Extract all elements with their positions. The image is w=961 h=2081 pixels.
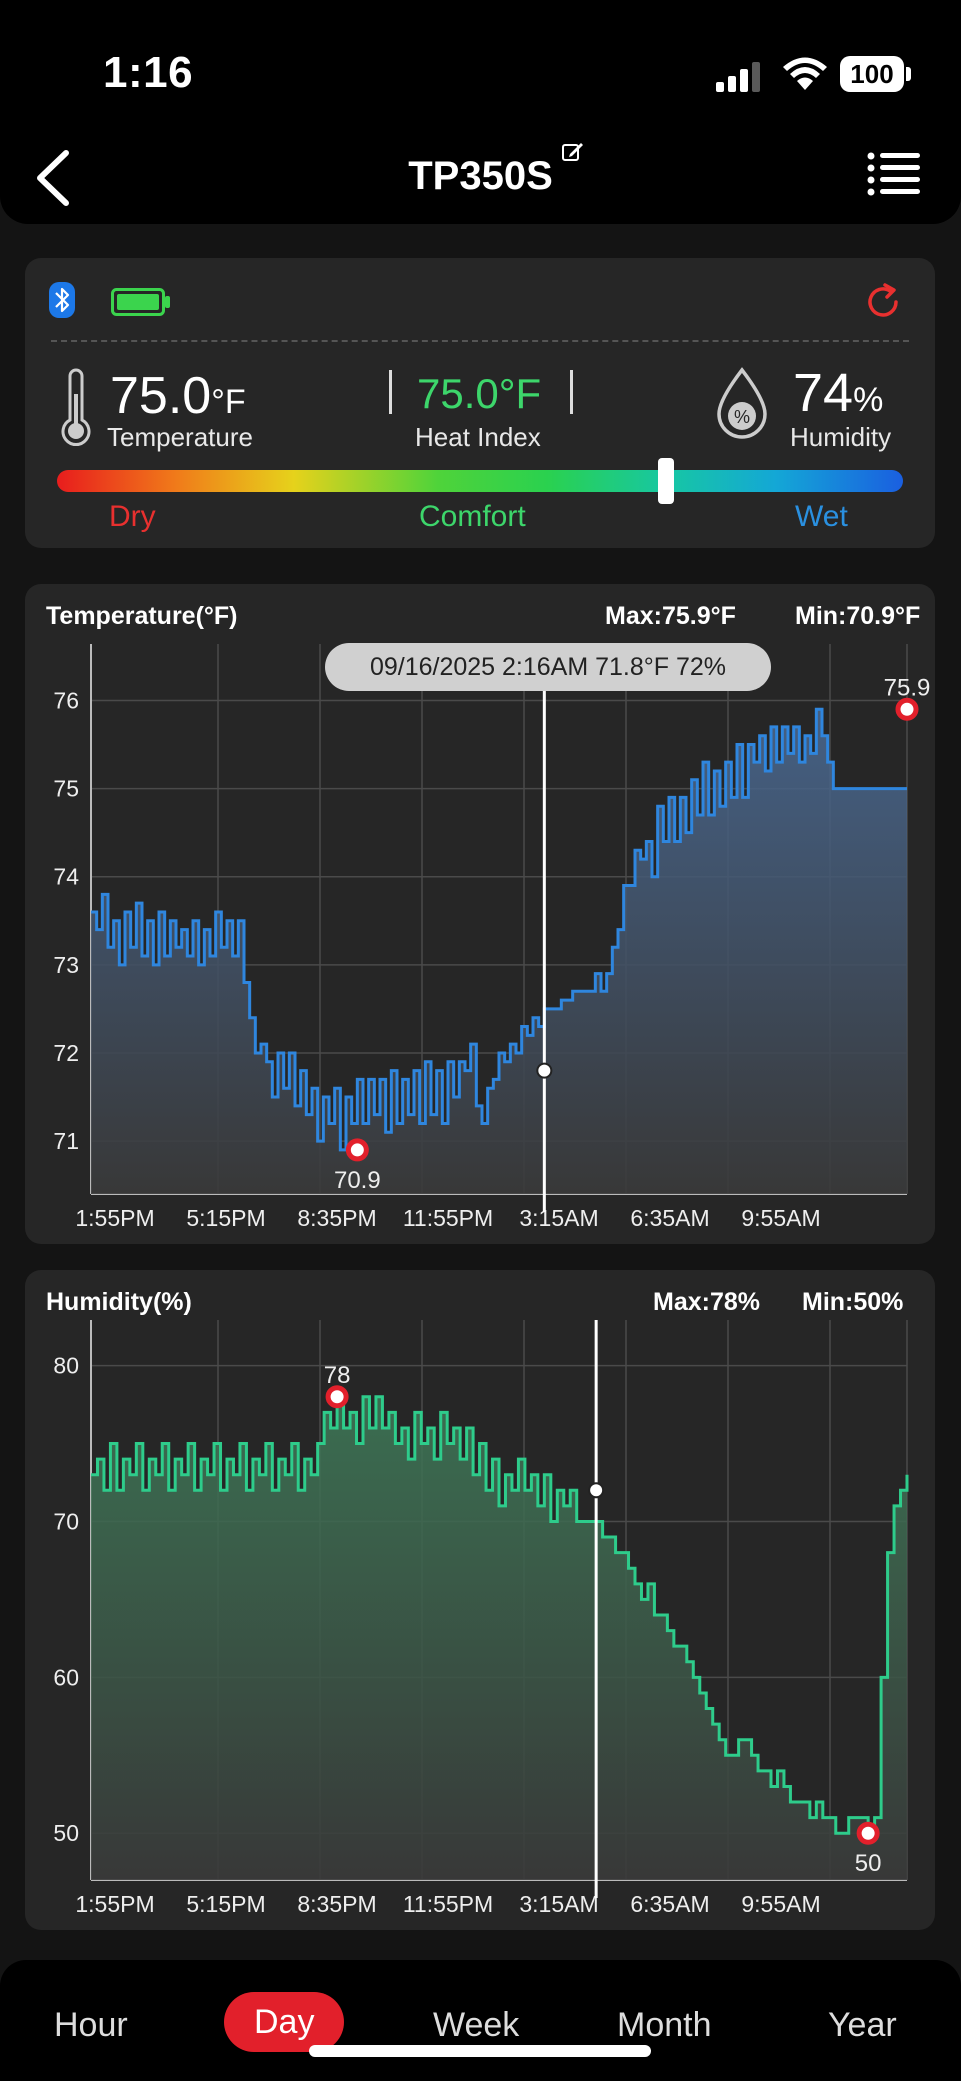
svg-text:%: % [734, 407, 750, 427]
humidity-label: Humidity [790, 422, 892, 452]
chart-tooltip: 09/16/2025 2:16AM 71.8°F 72% [325, 643, 771, 691]
gauge-dry-label: Dry [109, 500, 156, 533]
x-tick-label: 8:35PM [297, 1891, 376, 1917]
cursor-point [536, 1062, 553, 1079]
max-value-label: 78 [324, 1362, 351, 1389]
bottom-tab-bar: Hour Day Week Month Year [0, 1960, 961, 2081]
y-tick-label: 76 [53, 687, 79, 713]
temperature-max: Max:75.9°F [605, 602, 736, 630]
temperature-chart-title: Temperature(°F) [46, 602, 238, 630]
y-tick-label: 75 [53, 776, 79, 802]
x-tick-label: 3:15AM [519, 1891, 598, 1917]
humidity-chart[interactable]: 50 60 70 80 1:55PM 5:15PM 8:35PM 11:55PM 3:15AM 6… [25, 1270, 935, 1930]
bluetooth-icon [49, 282, 75, 318]
min-value-label: 50 [855, 1850, 882, 1877]
humidity-reading: 74% [793, 363, 884, 423]
humidity-chart-card: Humidity(%) Max:78% Min:50% 50 60 70 80 1:55… [25, 1270, 935, 1930]
x-tick-label: 11:55PM [403, 1891, 493, 1917]
comfort-gauge [57, 470, 903, 492]
y-tick-label: 50 [53, 1820, 79, 1846]
x-tick-label: 9:55AM [741, 1205, 820, 1231]
x-tick-label: 1:55PM [75, 1205, 154, 1231]
temperature-chart-card: Temperature(°F) Max:75.9°F Min:70.9°F 71… [25, 584, 935, 1244]
series-line [91, 1395, 909, 1835]
wifi-icon [783, 57, 827, 90]
x-tick-label: 1:55PM [75, 1891, 154, 1917]
min-marker [345, 1138, 369, 1162]
status-time: 1:16 [103, 48, 194, 97]
y-tick-label: 60 [53, 1664, 79, 1690]
status-bar: 1:16 100 [0, 0, 961, 140]
device-title[interactable]: TP350S [408, 154, 553, 198]
humidity-min: Min:50% [802, 1288, 904, 1316]
temperature-reading: 75.0°F [110, 367, 246, 425]
refresh-icon[interactable] [863, 282, 903, 322]
app-header: TP350S [0, 140, 961, 224]
heat-index-label: Heat Index [415, 422, 541, 452]
x-tick-label: 8:35PM [297, 1205, 376, 1231]
current-reading-card: 75.0°F Temperature 75.0°F Heat Index % 7… [25, 258, 935, 548]
x-tick-label: 11:55PM [403, 1205, 493, 1231]
cursor-point [588, 1482, 605, 1499]
menu-list-icon[interactable] [866, 150, 922, 198]
back-chevron-icon[interactable] [30, 145, 74, 211]
gauge-comfort-label: Comfort [419, 500, 526, 533]
y-tick-label: 80 [53, 1353, 79, 1379]
heat-index-reading: 75.0°F [417, 370, 542, 417]
x-tick-label: 6:35AM [630, 1205, 709, 1231]
temperature-label: Temperature [107, 422, 253, 452]
battery-icon: 100 [840, 56, 912, 92]
min-marker [856, 1821, 880, 1845]
battery-level: 100 [840, 56, 904, 92]
comfort-gauge-indicator [658, 458, 675, 504]
device-battery-icon [111, 288, 170, 316]
temperature-min: Min:70.9°F [795, 602, 921, 630]
y-tick-label: 70 [53, 1508, 79, 1534]
y-tick-label: 72 [53, 1040, 79, 1066]
max-marker [895, 697, 919, 721]
thermometer-icon [61, 368, 91, 447]
home-indicator [309, 2045, 651, 2057]
tab-year[interactable]: Year [828, 2006, 897, 2044]
y-tick-label: 71 [53, 1128, 79, 1154]
min-value-label: 70.9 [334, 1167, 381, 1194]
divider [389, 370, 392, 414]
humidity-chart-title: Humidity(%) [46, 1288, 192, 1316]
divider [570, 370, 573, 414]
divider [51, 340, 909, 342]
max-value-label: 75.9 [884, 674, 931, 701]
edit-icon[interactable] [561, 140, 585, 164]
x-tick-label: 9:55AM [741, 1891, 820, 1917]
tab-hour[interactable]: Hour [54, 2006, 128, 2044]
y-tick-label: 74 [53, 864, 79, 890]
series-area [91, 1396, 907, 1880]
series-area [91, 709, 907, 1194]
x-tick-label: 5:15PM [186, 1891, 265, 1917]
series-line [91, 707, 907, 1152]
x-tick-label: 5:15PM [186, 1205, 265, 1231]
x-tick-label: 6:35AM [630, 1891, 709, 1917]
max-marker [325, 1385, 349, 1409]
x-tick-label: 3:15AM [519, 1205, 598, 1231]
y-tick-label: 73 [53, 952, 79, 978]
temperature-chart[interactable]: 71 72 73 74 75 76 1:55PM 5:15PM 8:35PM 11:55PM 3:1… [25, 584, 935, 1244]
humidity-drop-icon: % [717, 367, 767, 439]
tab-month[interactable]: Month [617, 2006, 712, 2044]
gauge-wet-label: Wet [795, 500, 848, 533]
tab-week[interactable]: Week [433, 2006, 520, 2044]
cellular-signal-icon [716, 62, 760, 92]
tab-day[interactable]: Day [224, 1992, 345, 2052]
humidity-max: Max:78% [653, 1288, 760, 1316]
